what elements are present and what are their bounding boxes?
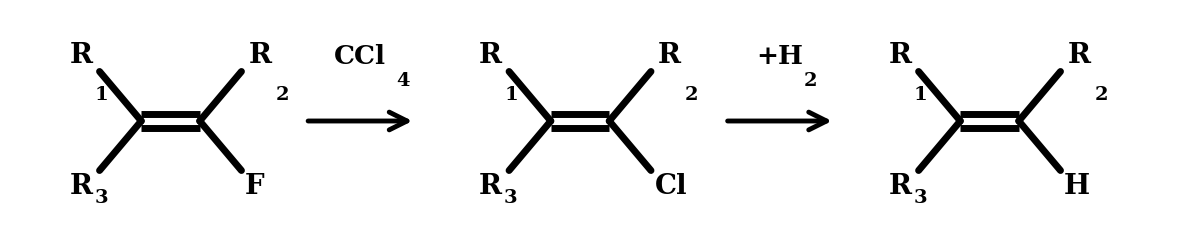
Text: R: R (480, 42, 502, 69)
Text: R: R (658, 42, 681, 69)
Text: R: R (889, 42, 911, 69)
Text: R: R (69, 173, 92, 200)
Text: +H: +H (756, 44, 804, 69)
Text: 3: 3 (914, 189, 927, 208)
Text: 3: 3 (94, 189, 108, 208)
Text: CCl: CCl (334, 44, 386, 69)
Text: 2: 2 (685, 86, 698, 104)
Text: F: F (245, 173, 264, 200)
Text: R: R (889, 173, 911, 200)
Text: H: H (1064, 173, 1090, 200)
Text: 4: 4 (396, 72, 410, 90)
Text: 1: 1 (914, 86, 927, 104)
Text: R: R (249, 42, 271, 69)
Text: 2: 2 (804, 72, 817, 90)
Text: R: R (1068, 42, 1091, 69)
Text: 1: 1 (504, 86, 518, 104)
Text: 2: 2 (275, 86, 289, 104)
Text: 3: 3 (504, 189, 518, 208)
Text: 2: 2 (1094, 86, 1107, 104)
Text: 1: 1 (94, 86, 109, 104)
Text: Cl: Cl (654, 173, 687, 200)
Text: R: R (69, 42, 92, 69)
Text: R: R (480, 173, 502, 200)
